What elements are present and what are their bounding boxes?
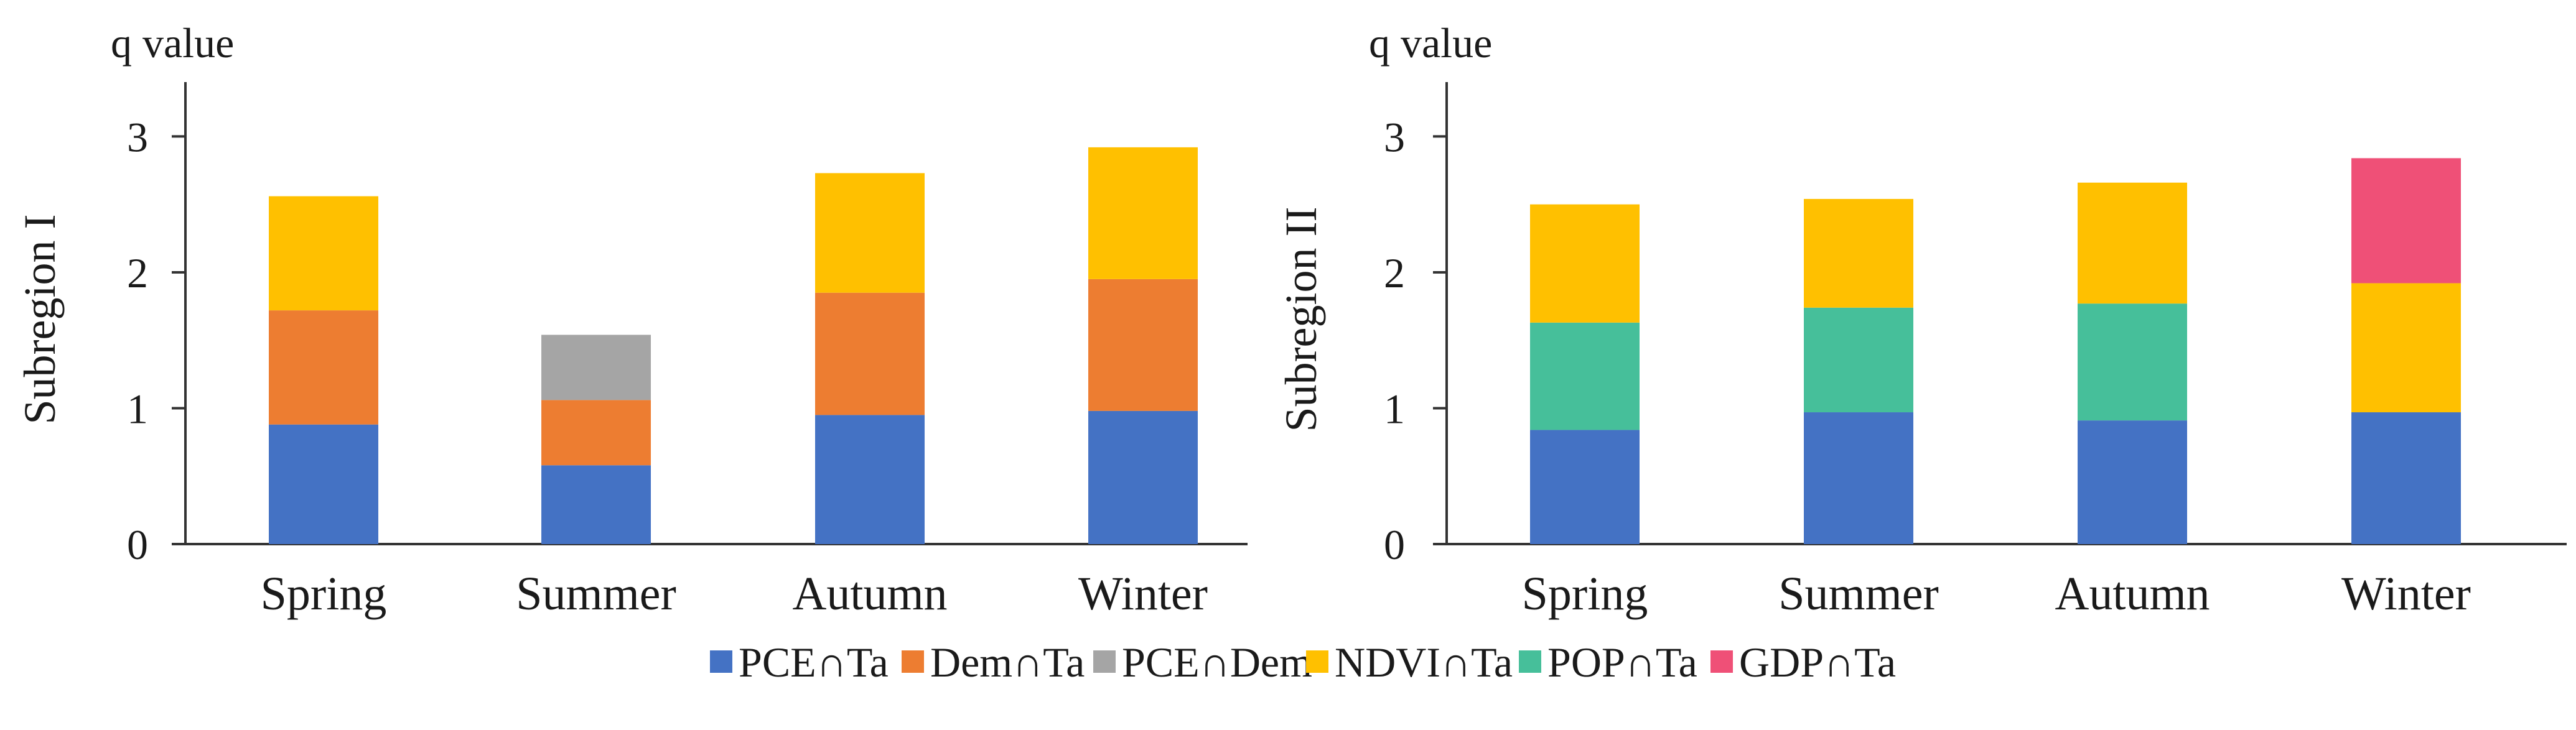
bar-segment — [1804, 412, 1913, 544]
bar-segment — [2351, 412, 2461, 544]
y-tick-label: 0 — [1384, 521, 1405, 568]
bar-segment — [815, 292, 925, 415]
bar-segment — [269, 310, 378, 425]
legend-swatch — [1093, 650, 1116, 673]
y-tick-label: 3 — [127, 113, 148, 160]
legend-swatch — [1306, 650, 1328, 673]
bar-segment — [269, 196, 378, 311]
bar-segment — [2078, 303, 2187, 421]
y-tick-label: 0 — [127, 521, 148, 568]
y-tick-label: 3 — [1384, 113, 1405, 160]
bar-segment — [1088, 279, 1198, 411]
bar-segment — [2351, 158, 2461, 284]
y-tick-label: 1 — [1384, 385, 1405, 432]
bar-segment — [269, 424, 378, 544]
bar-segment — [1088, 147, 1198, 279]
x-tick-label: Winter — [1078, 568, 1208, 620]
legend-label: Dem∩Ta — [930, 639, 1085, 686]
y-axis-title: Subregion I — [15, 215, 65, 425]
legend-label: POP∩Ta — [1547, 639, 1697, 686]
x-tick-label: Autumn — [792, 568, 947, 620]
bar-segment — [541, 335, 651, 400]
bar-segment — [2078, 420, 2187, 544]
x-tick-label: Spring — [1522, 568, 1648, 620]
bar-segment — [1530, 204, 1640, 323]
y-axis-title: Subregion II — [1276, 207, 1326, 432]
bar-segment — [1804, 198, 1913, 308]
x-tick-label: Spring — [261, 568, 387, 620]
bar-segment — [2078, 182, 2187, 304]
legend-swatch — [1519, 650, 1541, 673]
y-tick-label: 2 — [1384, 249, 1405, 297]
bar-segment — [1088, 410, 1198, 544]
legend-label: PCE∩Ta — [739, 639, 889, 686]
bar-segment — [1530, 322, 1640, 430]
x-tick-label: Summer — [516, 568, 676, 620]
x-tick-label: Autumn — [2055, 568, 2210, 620]
legend-label: GDP∩Ta — [1739, 639, 1896, 686]
legend-label: PCE∩Dem — [1122, 639, 1312, 686]
x-tick-label: Summer — [1778, 568, 1939, 620]
bar-segment — [1530, 430, 1640, 544]
x-tick-label: Winter — [2341, 568, 2471, 620]
y-axis-unit-label: q value — [1369, 19, 1492, 67]
bar-segment — [1804, 307, 1913, 413]
bar-segment — [2351, 283, 2461, 413]
bar-segment — [541, 400, 651, 466]
y-tick-label: 2 — [127, 249, 148, 297]
bar-segment — [815, 415, 925, 544]
legend-label: NDVI∩Ta — [1335, 639, 1513, 686]
legend-swatch — [710, 650, 732, 673]
legend-swatch — [1710, 650, 1733, 673]
legend-swatch — [902, 650, 924, 673]
y-tick-label: 1 — [127, 385, 148, 432]
bar-segment — [815, 173, 925, 293]
bar-segment — [541, 465, 651, 544]
y-axis-unit-label: q value — [111, 19, 234, 67]
